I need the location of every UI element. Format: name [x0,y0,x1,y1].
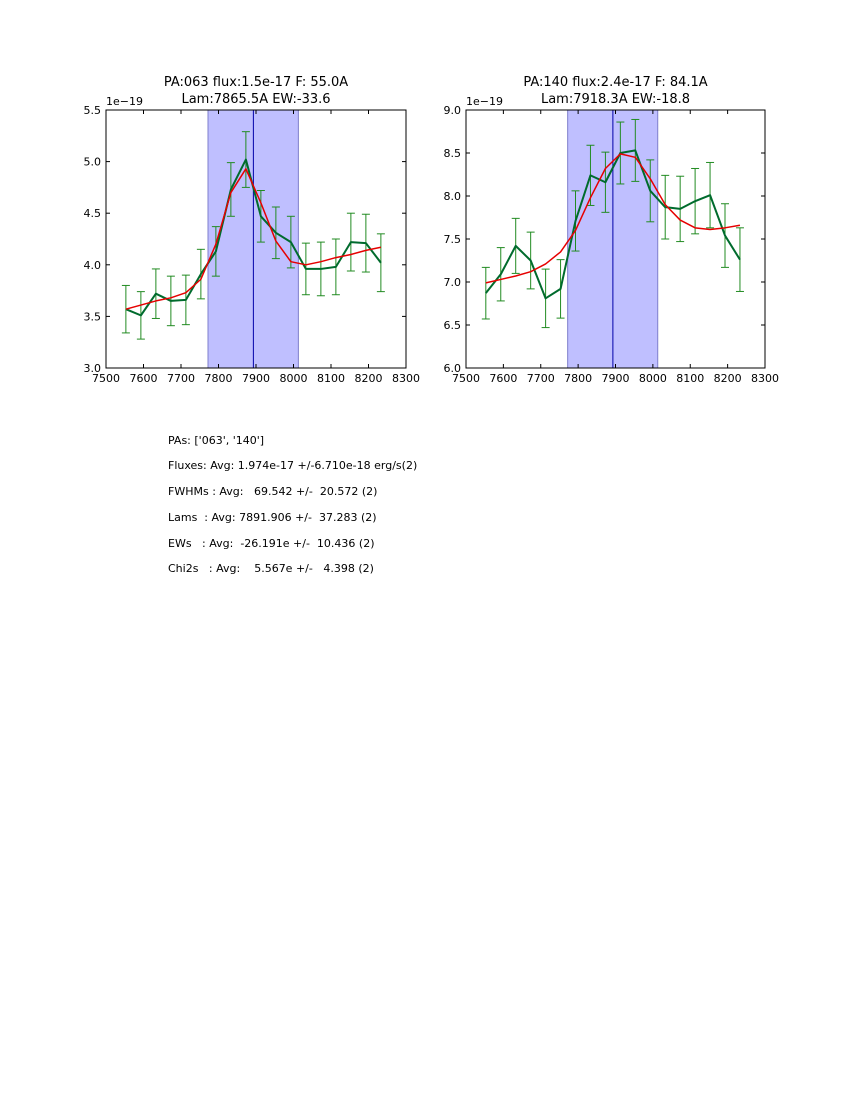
stats-fwhms: FWHMs : Avg: 69.542 +/- 20.572 (2) [168,485,378,498]
y-tick-label: 5.5 [84,104,102,117]
stats-chi2s: Chi2s : Avg: 5.567e +/- 4.398 (2) [168,562,374,575]
chart-panel-1: 7500 7600 7700 7800 7900 8000 8100 8200 8300 3.0 3… [84,75,421,385]
x-tick-label: 8000 [639,372,667,385]
x-tick-label: 8200 [714,372,742,385]
stats-lams: Lams : Avg: 7891.906 +/- 37.283 (2) [168,511,377,524]
y-tick-label: 6.5 [444,319,462,332]
y-tick-label: 8.5 [444,147,462,160]
stats-ews: EWs : Avg: -26.191e +/- 10.436 (2) [168,537,375,550]
y-tick-label: 7.0 [444,276,462,289]
chart-panel-2: 7500 7600 7700 7800 7900 8000 8100 8200 8300 6.0 6… [444,75,780,385]
x-tick-label: 7700 [167,372,195,385]
chart-title-line1: PA:063 flux:1.5e-17 F: 55.0A [164,75,348,90]
y-tick-label: 8.0 [444,190,462,203]
x-tick-label: 7900 [242,372,270,385]
series-line-fit [485,153,741,284]
y-tick-label: 6.0 [444,362,462,375]
y-tick-label: 9.0 [444,104,462,117]
series-line-data [485,149,741,300]
y-tick-label: 3.0 [84,362,102,375]
chart-title-line2: Lam:7865.5A EW:-33.6 [181,92,330,107]
x-tick-label: 7600 [489,372,517,385]
y-tick-label: 7.5 [444,233,462,246]
stats-fluxes: Fluxes: Avg: 1.974e-17 +/-6.710e-18 erg/… [168,459,418,472]
x-tick-label: 7500 [452,372,480,385]
errorbar [481,266,490,320]
y-tick-label: 4.0 [84,259,102,272]
x-tick-label: 8300 [392,372,420,385]
chart-title-line2: Lam:7918.3A EW:-18.8 [541,92,690,107]
x-tick-label: 8000 [280,372,308,385]
x-tick-label: 7600 [130,372,158,385]
x-tick-label: 7800 [564,372,592,385]
series-line-data [125,158,382,317]
x-tick-label: 8100 [317,372,345,385]
x-tick-label: 7900 [602,372,630,385]
y-offset-label: 1e−19 [466,95,503,108]
x-tick-label: 7800 [205,372,233,385]
y-tick-label: 5.0 [84,156,102,169]
x-tick-label: 8100 [676,372,704,385]
x-tick-label: 8200 [355,372,383,385]
chart-title-line1: PA:140 flux:2.4e-17 F: 84.1A [523,75,707,90]
y-tick-label: 3.5 [84,310,102,323]
x-tick-label: 7500 [92,372,120,385]
series-line-fit [125,168,382,310]
y-offset-label: 1e−19 [106,95,143,108]
errorbar [121,284,130,334]
x-tick-label: 8300 [751,372,779,385]
y-tick-label: 4.5 [84,207,102,220]
x-tick-label: 7700 [527,372,555,385]
stats-pas: PAs: ['063', '140'] [168,434,265,447]
